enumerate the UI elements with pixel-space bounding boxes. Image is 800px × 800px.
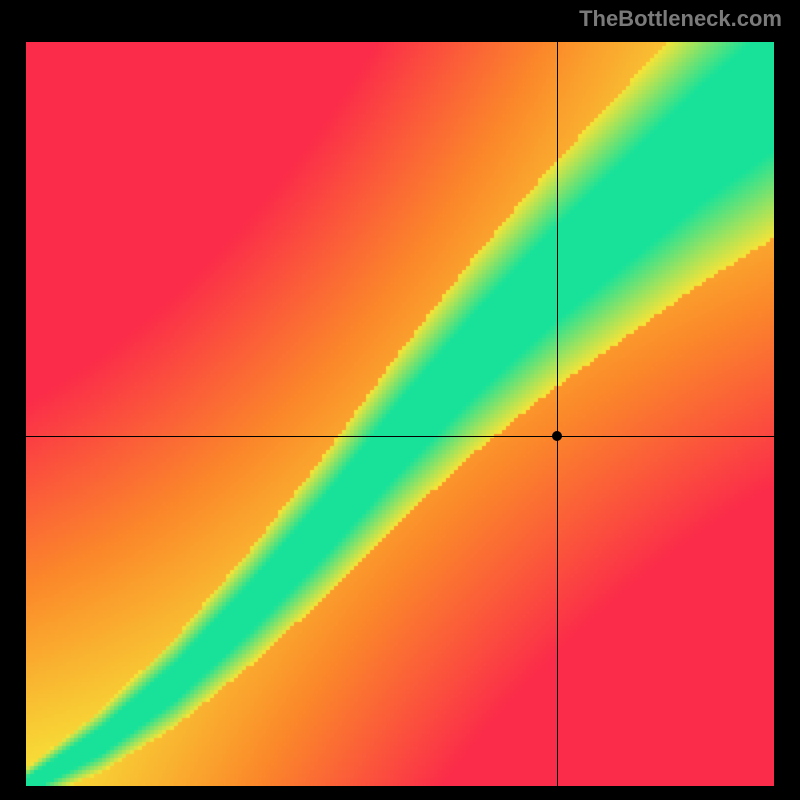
- heatmap-canvas: [26, 42, 774, 786]
- heatmap-plot: [26, 42, 774, 786]
- watermark-text: TheBottleneck.com: [579, 6, 782, 32]
- crosshair-vertical: [557, 42, 558, 786]
- crosshair-horizontal: [26, 436, 774, 437]
